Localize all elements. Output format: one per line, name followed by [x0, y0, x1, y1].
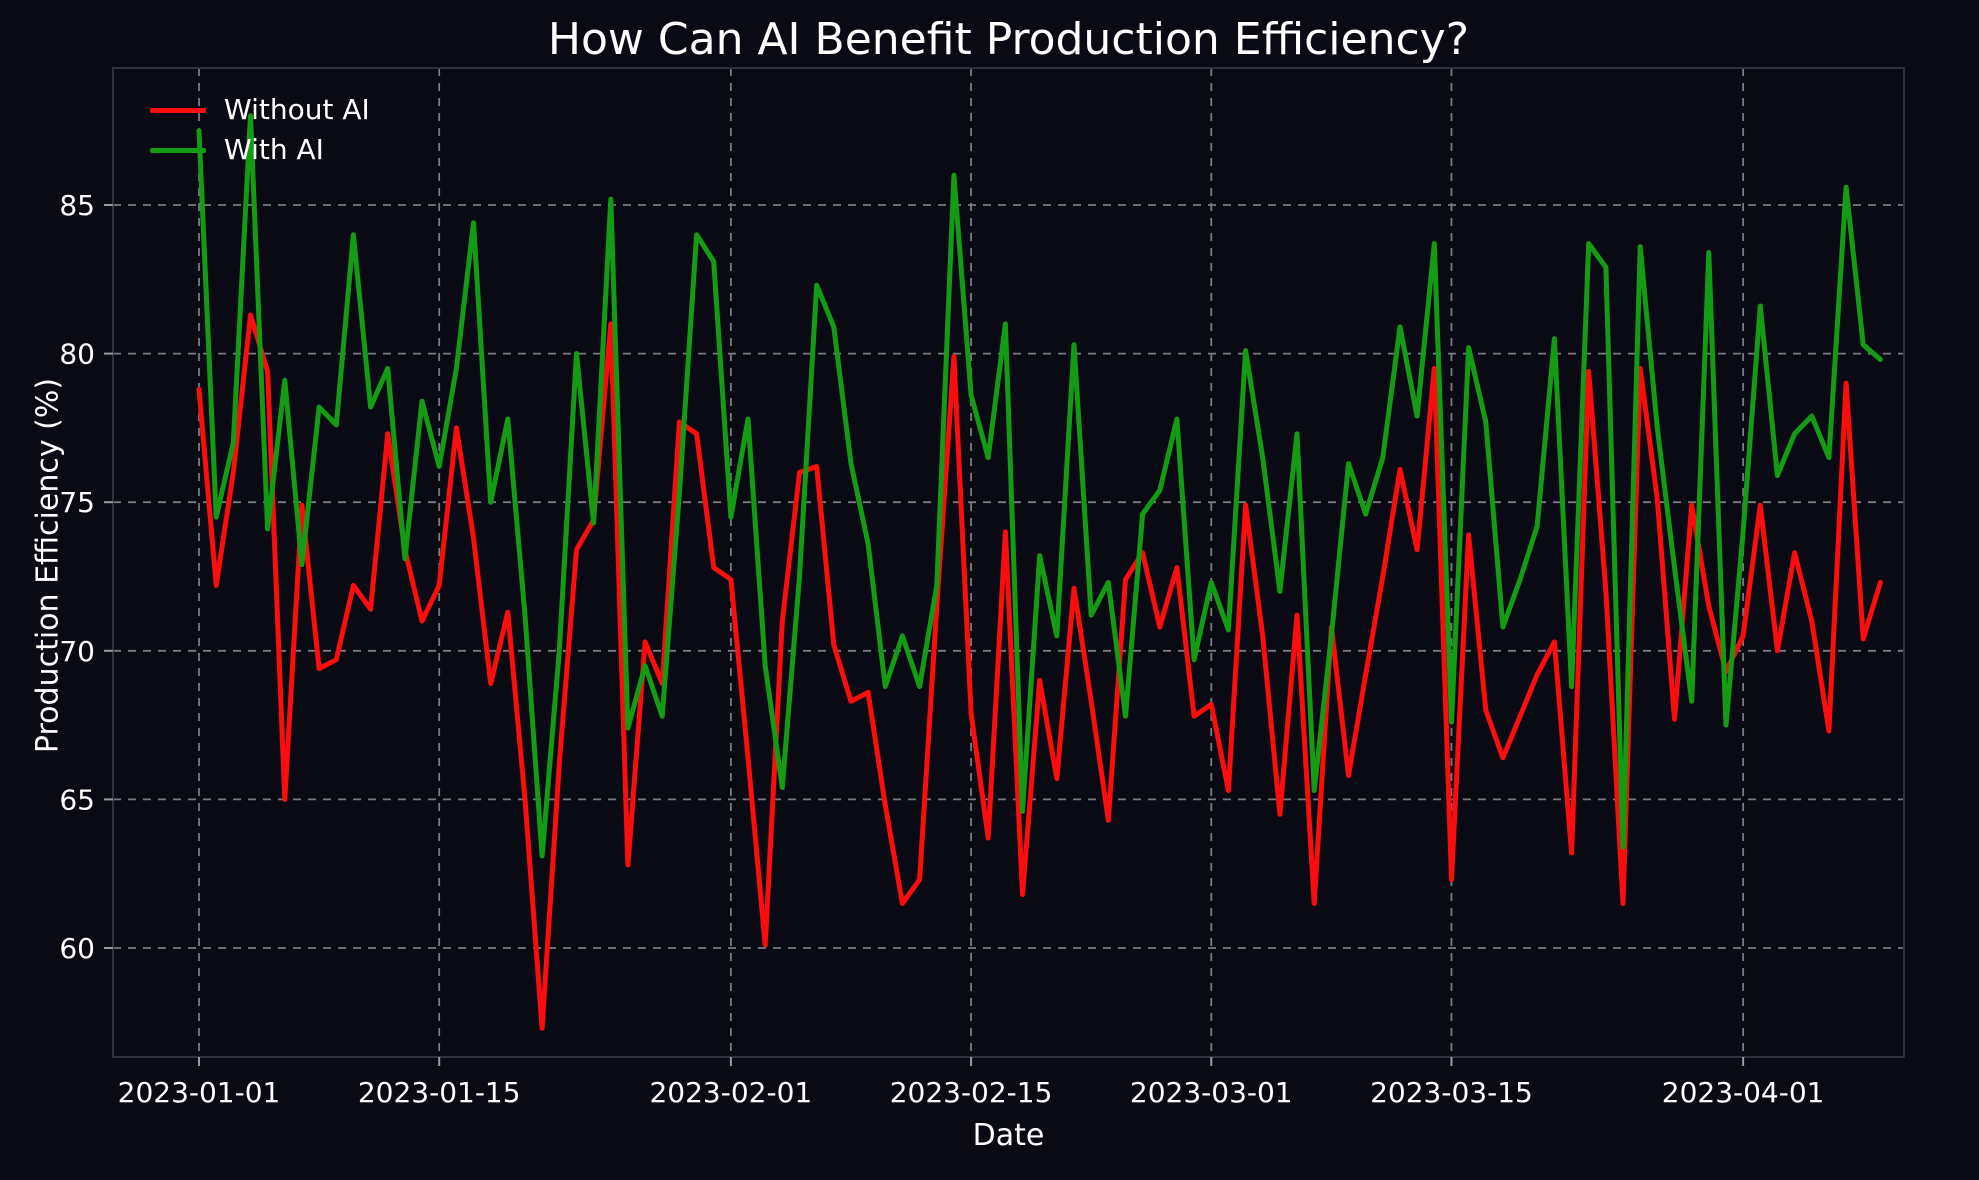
x-tick-label: 2023-02-15 [890, 1076, 1053, 1109]
x-tick-label: 2023-01-15 [358, 1076, 521, 1109]
tick-marks [104, 204, 1745, 1066]
legend-item-with-ai: With AI [150, 136, 370, 164]
legend-item-without-ai: Without AI [150, 96, 370, 124]
gridlines [113, 68, 1904, 1057]
chart-title: How Can AI Benefit Production Efficiency… [547, 14, 1470, 65]
x-tick-label: 2023-03-01 [1130, 1076, 1293, 1109]
y-tick-label: 85 [59, 189, 95, 222]
series-line-without-ai [196, 312, 1883, 1031]
y-tick-label: 65 [59, 783, 95, 816]
x-tick-label: 2023-01-01 [118, 1076, 281, 1109]
legend-line-red [150, 107, 206, 113]
y-tick-label: 80 [59, 338, 95, 371]
plot-frame [112, 67, 1905, 1058]
x-tick-label: 2023-04-01 [1662, 1076, 1825, 1109]
y-tick-label: 70 [59, 635, 95, 668]
x-tick-label: 2023-02-01 [649, 1076, 812, 1109]
tick-labels: 60 65 70 75 80 85 2023-01-01 2023-01-15 2023-02-… [59, 189, 1824, 1109]
legend: Without AI With AI [150, 96, 370, 164]
x-axis-label: Date [972, 1118, 1045, 1153]
y-tick-label: 60 [59, 932, 95, 965]
y-axis-label: Production Efficiency (%) [30, 377, 66, 754]
legend-label: With AI [224, 133, 324, 166]
series-line-with-ai [196, 113, 1883, 859]
x-tick-label: 2023-03-15 [1370, 1076, 1533, 1109]
legend-label: Without AI [224, 93, 370, 126]
legend-line-green [150, 147, 206, 153]
y-tick-label: 75 [59, 486, 95, 519]
